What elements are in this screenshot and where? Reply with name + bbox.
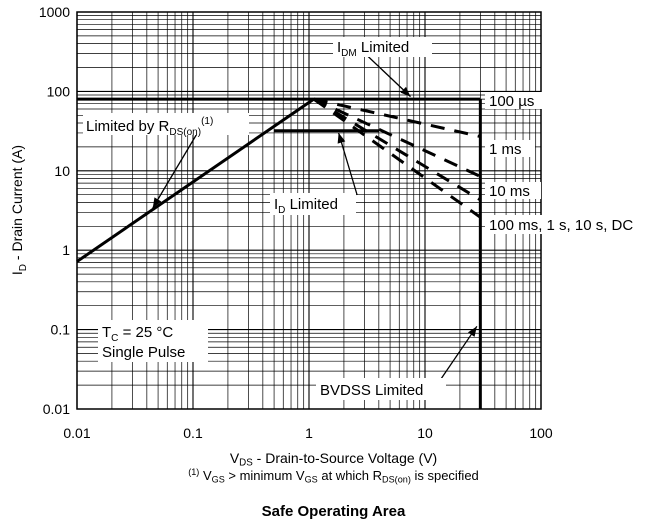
y-tick-label: 1000 <box>39 4 70 20</box>
curve-label-dc: 100 ms, 1 s, 10 s, DC <box>489 217 633 234</box>
x-tick-label: 10 <box>417 425 433 441</box>
series-line-limited-by-rds-on <box>76 97 315 263</box>
footnote: (1) VGS > minimum VGS at which RDS(on) i… <box>188 467 479 485</box>
arrow-bvdss-shaft <box>437 325 478 384</box>
y-axis-label: ID - Drain Current (A) <box>9 145 29 275</box>
y-tick-label: 0.1 <box>51 322 71 338</box>
arrow-id-shaft <box>337 132 358 196</box>
y-tick-label: 1 <box>62 242 70 258</box>
soa-chart: 0.01 0.1 1 10 100 0.01 0.1 1 10 100 1000 ID - Drai… <box>9 4 660 441</box>
series-line-100-ms-1-s-10-s-dc <box>312 97 482 219</box>
x-tick-label: 100 <box>529 425 553 441</box>
annotation-arrows <box>152 55 478 384</box>
x-tick-label: 0.1 <box>183 425 203 441</box>
y-tick-label: 100 <box>47 83 71 99</box>
curve-labels: 100 µs 1 ms 10 ms 100 ms, 1 s, 10 s, DC <box>485 92 660 234</box>
series-line-100-s <box>313 97 481 139</box>
chart-title: Safe Operating Area <box>261 503 406 520</box>
grid <box>76 12 541 410</box>
arrow-idm-head <box>400 86 411 97</box>
tick-labels: 0.01 0.1 1 10 100 0.01 0.1 1 10 100 1000 <box>39 4 553 441</box>
svg-text:BVDSS Limited: BVDSS Limited <box>320 382 423 399</box>
plot-frame <box>76 11 542 410</box>
svg-text:TC = 25 °C: TC = 25 °C <box>102 324 173 344</box>
annotation-idm-limited: IDM Limited <box>333 37 432 59</box>
annotation-conditions: TC = 25 °C Single Pulse <box>98 320 208 362</box>
svg-text:IDM Limited: IDM Limited <box>337 39 409 59</box>
svg-text:Single Pulse: Single Pulse <box>102 344 185 361</box>
x-tick-label: 0.01 <box>63 425 90 441</box>
y-tick-label: 0.01 <box>43 401 70 417</box>
y-tick-label: 10 <box>54 163 70 179</box>
arrow-rds-head <box>152 197 162 209</box>
curve-label-100us: 100 µs <box>489 93 534 110</box>
svg-text:ID Limited: ID Limited <box>274 196 338 216</box>
x-axis-label: VDS - Drain-to-Source Voltage (V) <box>229 450 438 469</box>
series-line-10-ms <box>313 97 482 202</box>
arrow-rds-shaft <box>152 131 199 209</box>
svg-text:Limited by RDS(on)(1): Limited by RDS(on)(1) <box>86 116 213 138</box>
curve-label-10ms: 10 ms <box>489 183 530 200</box>
curve-label-1ms: 1 ms <box>489 141 522 158</box>
arrow-bvdss-head <box>467 326 477 337</box>
annotation-rds-limited: Limited by RDS(on)(1) <box>83 113 249 138</box>
annotation-id-limited: ID Limited <box>270 193 356 216</box>
series-lines <box>76 97 482 409</box>
x-tick-label: 1 <box>305 425 313 441</box>
annotation-bvdss-limited: BVDSS Limited <box>316 378 446 400</box>
arrow-id-head <box>337 132 346 144</box>
series-line-1-ms <box>313 97 481 178</box>
